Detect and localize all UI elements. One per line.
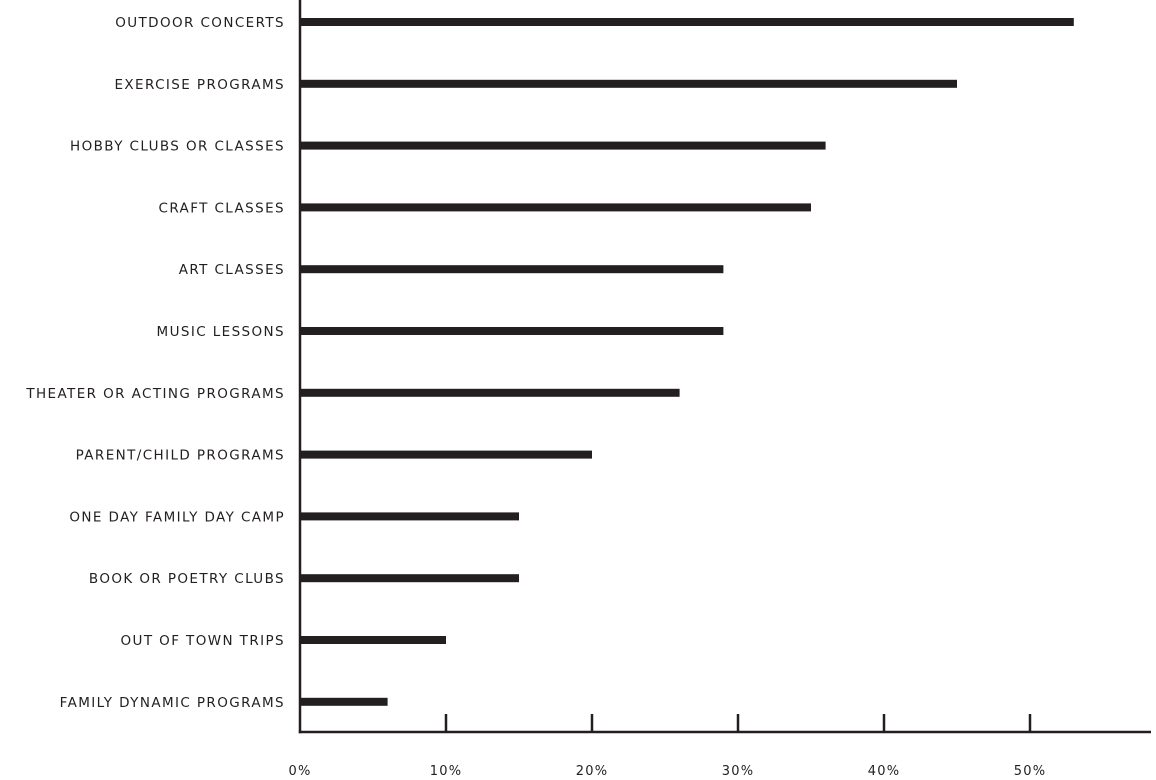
bar-11 xyxy=(300,697,388,706)
bar-7 xyxy=(300,450,592,459)
x-tick-label: 10% xyxy=(430,764,463,779)
category-label: ONE DAY FAMILY DAY CAMP xyxy=(69,509,285,525)
x-tick-label: 0% xyxy=(288,764,311,779)
bar-0 xyxy=(300,18,1074,26)
category-label: OUTDOOR CONCERTS xyxy=(115,15,285,31)
bar-2 xyxy=(300,141,826,150)
bar-5 xyxy=(300,327,724,335)
category-label: HOBBY CLUBS OR CLASSES xyxy=(70,139,285,155)
category-label: EXERCISE PROGRAMS xyxy=(114,77,285,93)
x-tick-labels-group: 0% 10% 20% 30% 40% 50% xyxy=(288,764,1047,779)
category-label: OUT OF TOWN TRIPS xyxy=(121,633,285,649)
bar-1 xyxy=(300,79,957,88)
category-label: MUSIC LESSONS xyxy=(157,324,285,340)
category-label: CRAFT CLASSES xyxy=(159,200,286,216)
category-label: PARENT/CHILD PROGRAMS xyxy=(76,448,285,464)
category-label: THEATER OR ACTING PROGRAMS xyxy=(25,386,285,402)
x-ticks-group xyxy=(444,714,1032,732)
x-tick-label: 20% xyxy=(576,764,609,779)
x-tick-label: 30% xyxy=(722,764,755,779)
category-label: ART CLASSES xyxy=(179,262,285,278)
category-labels-group: OUTDOOR CONCERTS EXERCISE PROGRAMS HOBBY C… xyxy=(25,15,286,711)
axes-group xyxy=(298,0,1151,734)
x-tick-label: 50% xyxy=(1014,764,1047,779)
bar-10 xyxy=(300,636,446,644)
bar-4 xyxy=(300,265,724,274)
bar-9 xyxy=(300,574,519,583)
category-label: FAMILY DYNAMIC PROGRAMS xyxy=(60,695,285,711)
bar-8 xyxy=(300,512,519,521)
bar-6 xyxy=(300,388,680,397)
x-tick-label: 40% xyxy=(868,764,901,779)
bar-3 xyxy=(300,203,811,212)
category-label: BOOK OR POETRY CLUBS xyxy=(89,571,285,587)
bars-group xyxy=(300,18,1074,706)
